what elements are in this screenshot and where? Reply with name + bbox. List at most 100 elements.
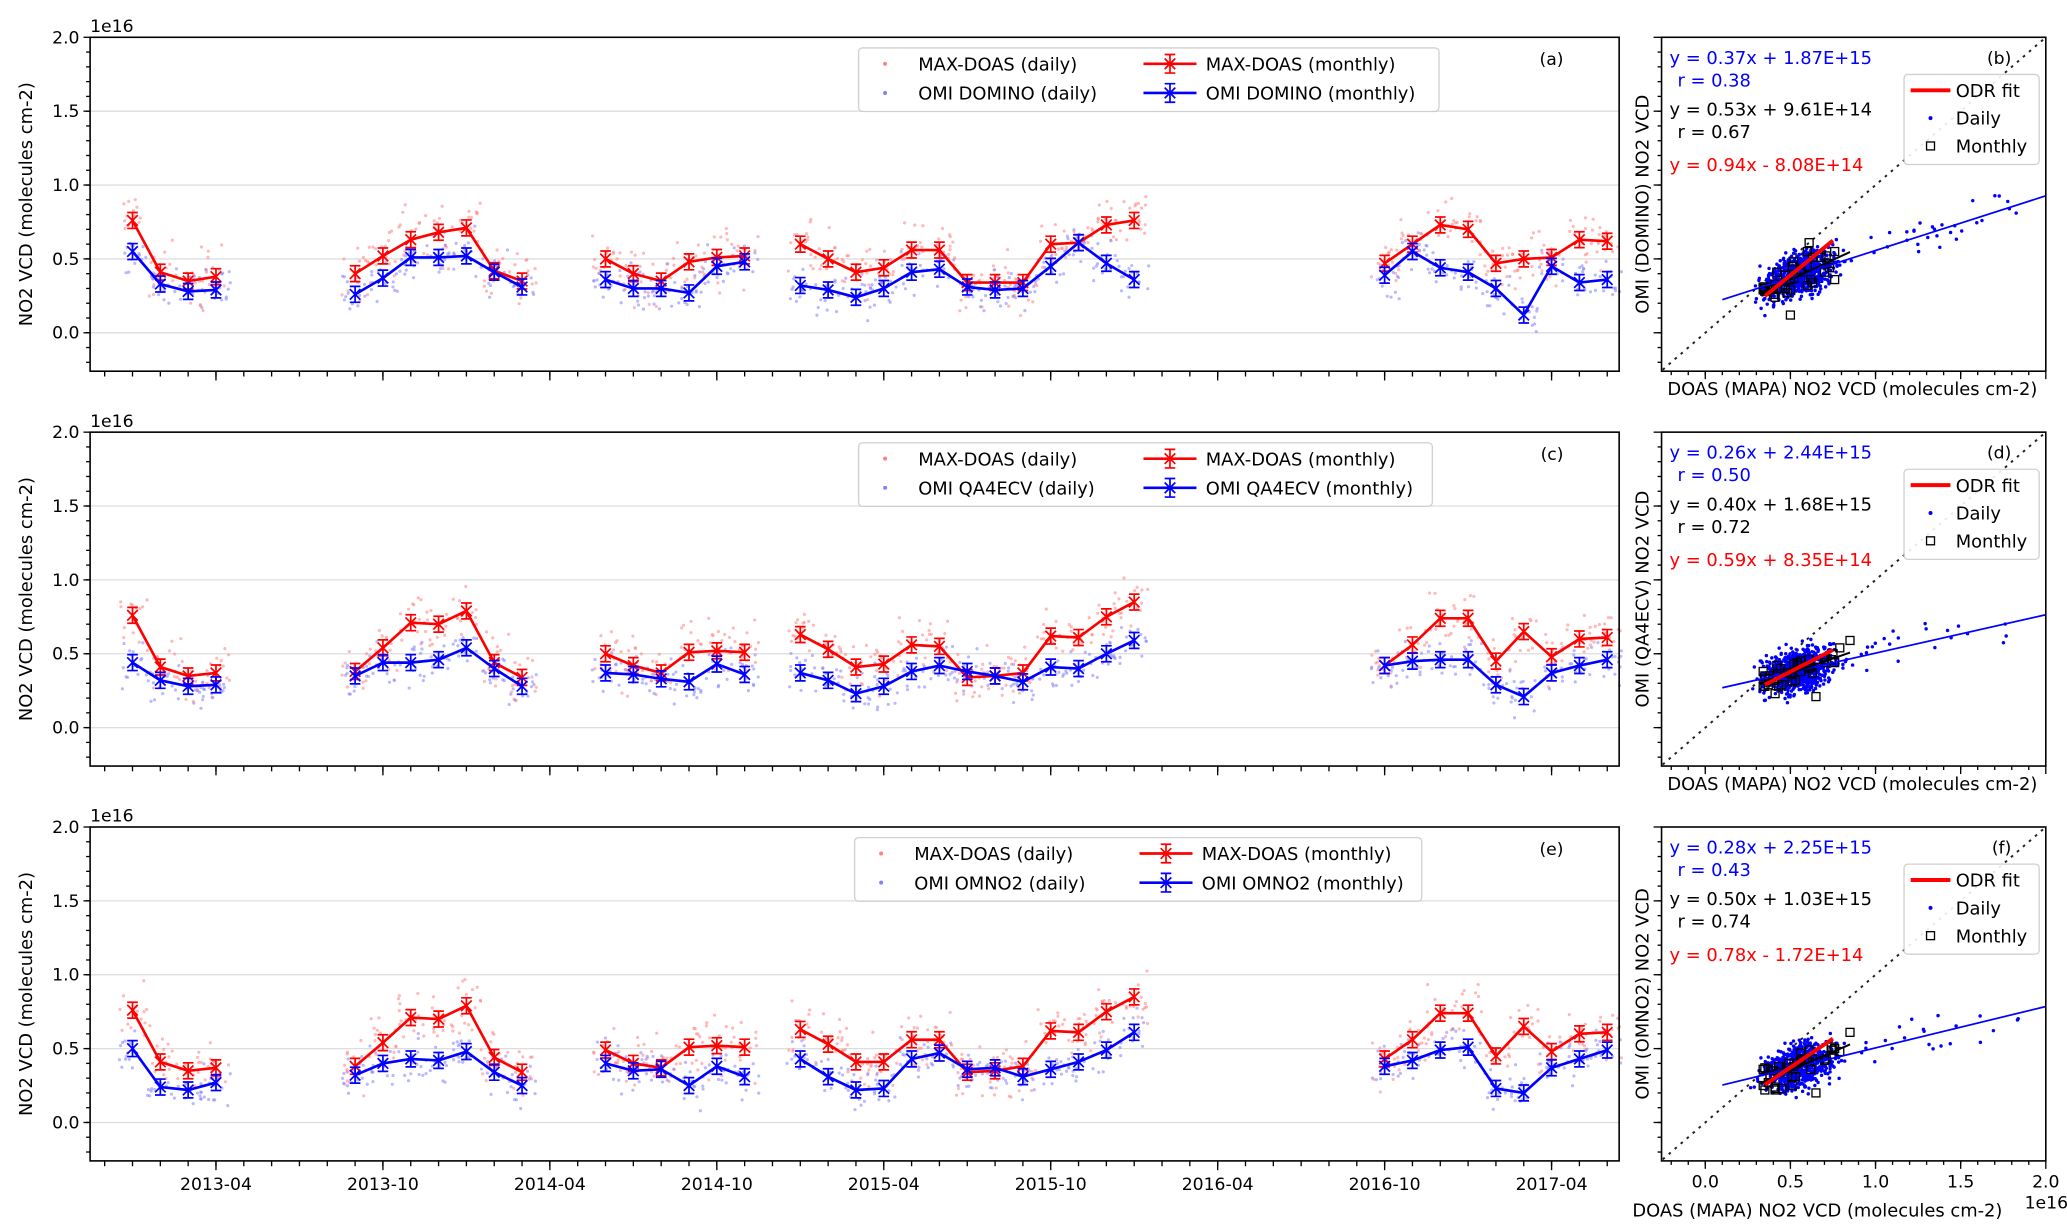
daily-point <box>864 643 868 647</box>
daily-point <box>390 1082 394 1086</box>
daily-point <box>1531 231 1535 235</box>
daily-point <box>1376 660 1380 664</box>
x-marker <box>1601 1041 1614 1059</box>
daily-point <box>1496 673 1500 677</box>
daily-point <box>754 1036 758 1040</box>
daily-point <box>1102 999 1106 1003</box>
x-marker <box>1100 608 1113 626</box>
daily-point <box>1508 1077 1512 1081</box>
monthly-marker <box>1044 1060 1057 1079</box>
daily-point <box>199 245 204 249</box>
daily-point <box>848 666 852 670</box>
daily-point <box>701 267 706 271</box>
daily-point <box>702 251 706 255</box>
monthly-marker <box>1601 270 1614 289</box>
daily-point <box>1425 1010 1429 1014</box>
daily-point <box>511 687 515 691</box>
monthly-marker <box>877 1079 890 1098</box>
daily-point <box>668 680 673 685</box>
daily-point <box>1487 1091 1491 1095</box>
daily-point <box>1462 1066 1467 1070</box>
daily-point <box>1781 256 1786 261</box>
monthly-marker <box>710 1036 723 1055</box>
daily-point <box>1544 1065 1549 1070</box>
daily-point <box>732 246 736 250</box>
daily-point <box>498 648 502 652</box>
daily-point <box>1466 260 1470 264</box>
daily-point <box>1452 604 1456 608</box>
daily-point <box>835 257 839 261</box>
daily-point <box>1050 1082 1054 1086</box>
daily-point <box>1039 667 1043 671</box>
daily-point <box>1535 306 1539 311</box>
x-marker <box>1100 644 1113 663</box>
daily-point <box>429 655 433 659</box>
monthly-marker <box>989 1059 1001 1077</box>
daily-point <box>1448 664 1452 668</box>
daily-point <box>1450 222 1454 226</box>
legend-daily-marker <box>883 90 888 95</box>
daily-point <box>871 1030 875 1034</box>
daily-point <box>443 1060 447 1064</box>
daily-point <box>1127 295 1131 299</box>
x-marker <box>1044 627 1057 645</box>
daily-point <box>1084 1019 1088 1023</box>
daily-point <box>1522 1077 1526 1081</box>
daily-point <box>1426 982 1430 987</box>
daily-point <box>150 1061 155 1065</box>
daily-point <box>833 634 837 639</box>
daily-point <box>683 1060 688 1064</box>
daily-point <box>505 1090 510 1095</box>
daily-point <box>1405 675 1409 679</box>
daily-point <box>972 273 976 277</box>
daily-point <box>122 626 126 630</box>
monthly-marker <box>683 1038 695 1056</box>
daily-point <box>666 672 670 676</box>
daily-point <box>1030 689 1034 693</box>
daily-point <box>1460 1005 1464 1009</box>
daily-point <box>162 298 166 302</box>
x-marker <box>460 639 473 657</box>
daily-point <box>1619 1056 1623 1060</box>
daily-point <box>168 262 172 266</box>
daily-point <box>886 673 890 678</box>
daily-point <box>926 1065 930 1070</box>
daily-point <box>142 979 146 983</box>
daily-point <box>644 682 648 686</box>
daily-point <box>1086 226 1090 230</box>
daily-point <box>596 1072 601 1076</box>
daily-point <box>1529 619 1533 623</box>
daily-point <box>1589 242 1593 246</box>
daily-point <box>756 257 760 262</box>
daily-point <box>1398 1034 1402 1038</box>
daily-point <box>900 247 904 251</box>
daily-point <box>371 671 375 675</box>
daily-point <box>1426 1037 1431 1042</box>
daily-point <box>833 246 837 250</box>
daily-point <box>1030 1069 1034 1074</box>
monthly-marker <box>877 258 890 277</box>
monthly-marker <box>182 272 195 290</box>
daily-point <box>833 280 837 284</box>
monthly-marker <box>738 643 751 662</box>
daily-point <box>891 269 895 274</box>
daily-point <box>611 1077 616 1081</box>
daily-point <box>211 696 215 700</box>
daily-point <box>1113 253 1117 258</box>
x-marker <box>683 284 695 302</box>
daily-point <box>995 292 999 297</box>
daily-point <box>1390 665 1395 669</box>
x-marker <box>655 670 668 688</box>
daily-point <box>397 994 401 998</box>
monthly-marker <box>933 1030 946 1049</box>
daily-point <box>899 1025 904 1029</box>
y-tick-label: 2.0 <box>52 423 79 443</box>
daily-point <box>893 1095 897 1099</box>
daily-point <box>201 694 205 699</box>
daily-point <box>681 664 685 668</box>
daily-point <box>976 1063 980 1067</box>
daily-point <box>1537 265 1542 269</box>
x-marker <box>1128 1023 1141 1042</box>
daily-point <box>458 218 462 222</box>
daily-point <box>1075 236 1079 240</box>
